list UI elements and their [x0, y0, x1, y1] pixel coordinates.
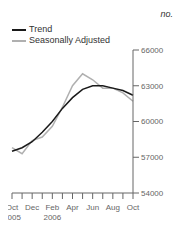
html-text:Trend: Trend — [29, 24, 53, 34]
svg-text:Apr: Apr — [66, 203, 79, 212]
svg-text:63000: 63000 — [141, 82, 164, 91]
svg-text:Oct: Oct — [127, 203, 140, 212]
svg-text:Dec: Dec — [25, 203, 39, 212]
html-text:no.: no. — [160, 9, 173, 19]
svg-text:60000: 60000 — [141, 117, 164, 126]
svg-text:Feb: Feb — [45, 203, 59, 212]
svg-text:2006: 2006 — [43, 213, 61, 222]
svg-text:Oct: Oct — [8, 203, 19, 212]
svg-text:54000: 54000 — [141, 189, 164, 198]
svg-text:Jun: Jun — [86, 203, 99, 212]
html-text:Seasonally Adjusted: Seasonally Adjusted — [29, 35, 111, 45]
svg-text:Aug: Aug — [106, 203, 120, 212]
svg-text:66000: 66000 — [141, 46, 164, 55]
svg-text:2005: 2005 — [8, 213, 21, 222]
svg-text:57000: 57000 — [141, 153, 164, 162]
